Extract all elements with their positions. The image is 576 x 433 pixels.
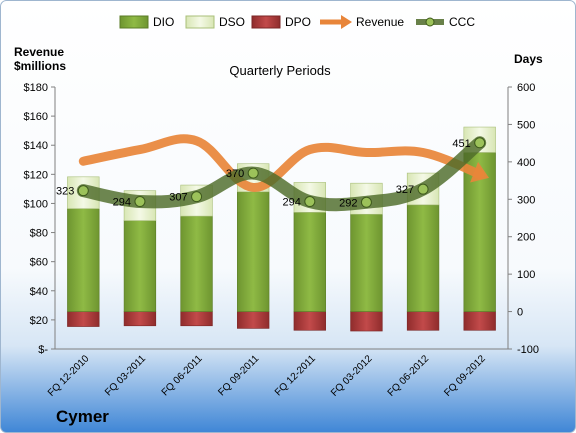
bar-dpo [180,311,213,327]
ccc-point [191,191,203,203]
left-axis-label-line1: Revenue [14,45,64,59]
legend-swatch-dpo [251,15,281,29]
bar-dpo [350,311,383,332]
legend-marker-ccc [425,17,435,27]
left-tick-label: $80 [30,228,48,240]
legend-swatch-dso [185,15,215,29]
left-tick-label: $120 [24,169,48,181]
legend: DIO DSO DPO Revenue CCC [119,15,475,29]
bar-dio [67,208,100,312]
company-name: Cymer [56,407,109,426]
right-axis-label: Days [514,52,543,66]
right-tick-label: 100 [517,269,535,281]
ccc-data-label: 294 [282,197,300,209]
right-tick-label: 500 [517,119,535,131]
legend-swatch-dio [119,15,149,29]
bar-dio [123,220,157,312]
ccc-series: 323 294 307 370 294 292 327 451 [56,136,487,212]
ccc-data-label: 370 [226,168,244,180]
bar-dpo [463,311,496,331]
bar-dio [180,215,213,312]
bar-dio [237,191,270,312]
ccc-data-label: 307 [169,192,187,204]
bar-dio [293,212,326,312]
left-tick-label: $60 [30,257,48,269]
ccc-point [247,167,259,179]
bar-dpo [123,311,157,327]
ccc-data-label: 451 [452,138,470,150]
legend-label-revenue: Revenue [356,15,404,29]
legend-label-dso: DSO [219,15,245,29]
ccc-point [134,196,146,208]
ccc-data-label: 294 [113,197,131,209]
bar-dpo [67,311,100,327]
left-tick-label: $40 [30,286,48,298]
bar-dpo [237,311,270,329]
ccc-data-label: 323 [56,186,74,198]
left-tick-label: $180 [24,82,48,94]
right-tick-label: 600 [517,82,535,94]
bar-dio [350,213,383,312]
right-tick-label: 200 [517,232,535,244]
ccc-point [304,196,316,208]
right-axis: -100 0 100 200 300 400 500 600 [508,82,539,356]
chart-title: Quarterly Periods [229,63,331,78]
left-tick-label: $20 [30,315,48,327]
left-tick-label: $140 [24,140,48,152]
legend-label-ccc: CCC [449,15,475,29]
left-axis-label-line2: $millions [14,59,66,73]
left-axis: $- $20 $40 $60 $80 $100 $120 $140 $160 $180 [24,82,55,356]
left-tick-label: $100 [24,198,48,210]
right-tick-label: 400 [517,157,535,169]
right-tick-label: 300 [517,194,535,206]
left-tick-label: $- [38,344,48,356]
ccc-point [474,137,486,149]
legend-arrowhead-revenue [341,15,352,29]
bar-dio [406,204,440,312]
left-tick-label: $160 [24,111,48,123]
bar-dpo [293,311,326,331]
ccc-point [77,185,89,197]
right-tick-label: -100 [517,344,539,356]
revenue-arrowhead [470,161,490,183]
right-tick-label: 0 [517,307,523,319]
ccc-point [417,183,429,195]
legend-label-dpo: DPO [285,15,311,29]
bar-dpo [406,311,440,331]
legend-label-dio: DIO [153,15,174,29]
ccc-data-label: 292 [339,197,357,209]
ccc-data-label: 327 [396,184,414,196]
ccc-point [360,196,372,208]
